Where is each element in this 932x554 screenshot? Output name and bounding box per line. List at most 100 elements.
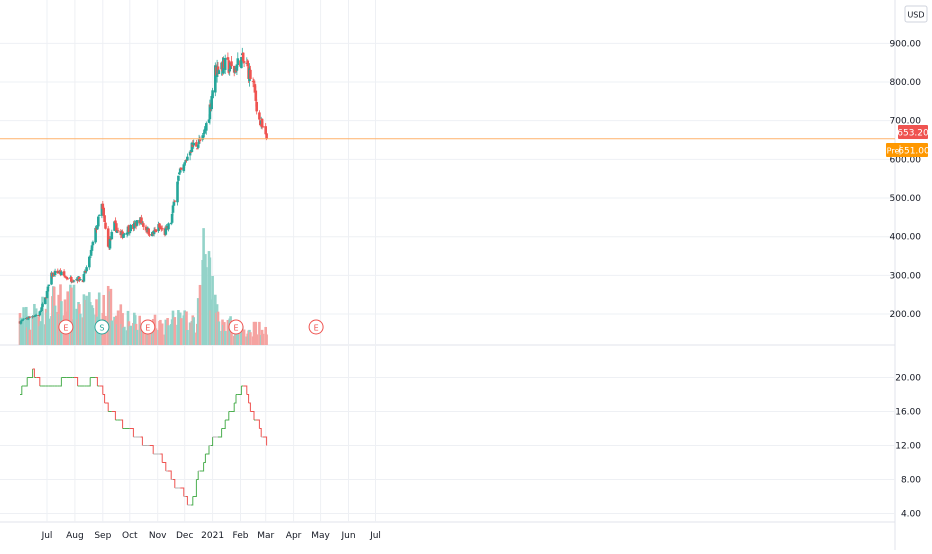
candle-body [264, 126, 267, 135]
volume-bar [135, 329, 139, 345]
candle-body [72, 280, 76, 282]
candle-body [91, 241, 95, 246]
candle-body [246, 60, 249, 67]
event-marker-earnings[interactable]: E [140, 319, 156, 335]
volume-bar [110, 320, 114, 345]
indicator-segment [102, 394, 106, 403]
candle-body [37, 315, 41, 317]
event-marker-label: E [145, 324, 150, 333]
volume-bar [198, 284, 202, 345]
candle-body [177, 175, 180, 181]
indicator-segment [223, 420, 226, 429]
indicator-segment [36, 377, 41, 386]
candle-body [56, 270, 60, 274]
candle-body [196, 148, 199, 150]
volume-bar [249, 332, 252, 345]
candle-body [70, 277, 73, 282]
volume-bar [28, 329, 32, 345]
candle-body [211, 90, 214, 99]
indicator-segment [248, 402, 251, 412]
indicator-tick-label: 8.00 [901, 476, 921, 486]
candle-body [50, 272, 53, 285]
candle-body [148, 234, 151, 236]
candle-body [108, 238, 112, 249]
indicator-segment [129, 428, 134, 437]
candle-body [235, 64, 239, 71]
candle-body [208, 104, 212, 120]
volume-bar [154, 328, 158, 345]
candle-body [228, 69, 231, 72]
candle-body [144, 226, 148, 231]
indicator-segment [140, 436, 143, 446]
candle-body [152, 230, 156, 235]
candle-body [261, 126, 265, 128]
volume-bar [116, 310, 120, 345]
candle-body [90, 245, 94, 251]
volume-bar [242, 329, 246, 345]
candle-body [190, 142, 194, 152]
candle-body [127, 225, 131, 233]
candle-body [115, 223, 118, 233]
currency-label: USD [907, 11, 924, 20]
event-marker-earnings[interactable]: E [228, 319, 244, 335]
event-marker-earnings[interactable]: E [58, 319, 74, 335]
candle-body [265, 133, 268, 139]
candle-body [113, 221, 116, 231]
event-marker-earnings[interactable]: E [308, 319, 324, 335]
volume-bar [183, 310, 186, 345]
price-tick-label: 300.00 [890, 271, 922, 281]
currency-badge[interactable]: USD [904, 5, 928, 23]
volume-bar [255, 334, 258, 345]
indicator-segment [192, 479, 197, 497]
time-tick-label: Feb [233, 531, 249, 541]
pre-market-value: 651.00 [898, 147, 930, 157]
candle-body [115, 230, 119, 233]
candle-body [160, 228, 164, 230]
last-price-bg [898, 125, 928, 139]
candle-body [216, 66, 220, 74]
candle-body [183, 162, 186, 164]
candle-body [89, 249, 93, 256]
indicator-segment [203, 454, 206, 463]
volume-bar [179, 318, 183, 345]
candle-body [62, 271, 66, 276]
event-marker-label: E [233, 324, 238, 333]
price-tick-label: 700.00 [890, 117, 922, 127]
indicator-segment [160, 453, 163, 463]
volume-bar [261, 333, 265, 345]
volume-bar [148, 332, 151, 345]
candle-body [253, 84, 257, 93]
indicator-segment [225, 411, 230, 421]
candle-body [133, 222, 136, 229]
time-tick-label: May [311, 531, 330, 541]
indicator-segment [23, 377, 28, 387]
candle-body [205, 123, 208, 131]
candle-body [164, 228, 168, 235]
candle-body [71, 281, 75, 283]
candle-body [122, 234, 125, 238]
candle-body [100, 203, 104, 216]
candle-body [46, 286, 50, 292]
volume-bar [85, 295, 88, 345]
candle-body [88, 256, 92, 258]
candle-body [140, 217, 143, 224]
indicator-segment [20, 386, 23, 395]
candle-body [22, 318, 25, 320]
candle-body [169, 222, 173, 224]
candle-body [45, 291, 49, 299]
volume-bar [173, 317, 177, 345]
candle-body [82, 274, 86, 282]
candle-body [104, 222, 107, 229]
candle-body [230, 61, 233, 67]
event-marker-split[interactable]: S [94, 319, 110, 335]
volume-bar [142, 322, 145, 345]
grid-layer [0, 0, 896, 550]
candle-body [173, 200, 177, 202]
volume-bar [72, 284, 76, 345]
indicator-segment [162, 462, 167, 471]
event-marker-label: S [99, 324, 104, 333]
candle-body [186, 156, 189, 161]
pre-market-price-tag: Pre 651.00 [886, 143, 930, 157]
candle-body [114, 220, 117, 224]
